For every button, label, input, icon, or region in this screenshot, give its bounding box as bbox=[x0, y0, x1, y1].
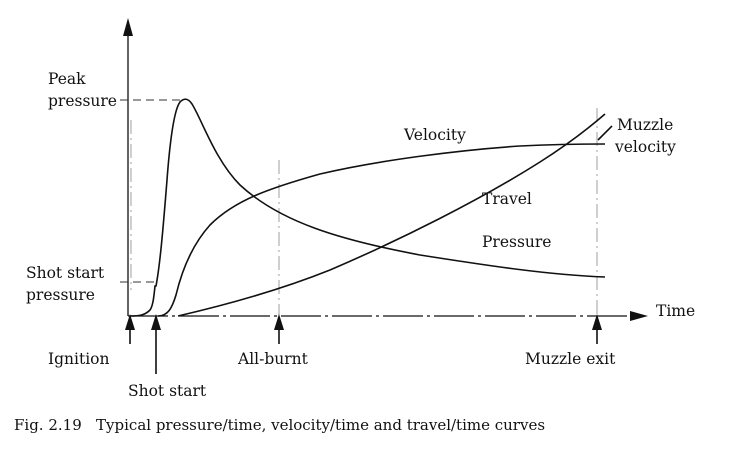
time-label: Time bbox=[656, 302, 695, 320]
figure-caption: Fig. 2.19 Typical pressure/time, velocit… bbox=[14, 416, 545, 434]
shot-start-label: Shot start bbox=[128, 382, 207, 400]
ignition-arrow bbox=[125, 314, 135, 344]
travel-curve bbox=[177, 113, 606, 317]
travel-label: Travel bbox=[482, 190, 532, 208]
muzzle-exit-arrow bbox=[592, 314, 602, 344]
all-burnt-arrow bbox=[274, 314, 284, 344]
velocity-curve bbox=[157, 143, 606, 317]
peak-pressure-label-1: Peak bbox=[48, 70, 86, 88]
all-burnt-label: All-burnt bbox=[237, 350, 309, 368]
x-axis-arrowhead bbox=[630, 311, 648, 321]
ignition-label: Ignition bbox=[48, 350, 110, 368]
shot-start-arrow bbox=[151, 314, 161, 374]
shot-start-pressure-label-1: Shot start bbox=[26, 264, 105, 282]
pressure-label: Pressure bbox=[482, 233, 552, 251]
muzzle-velocity-label-1: Muzzle bbox=[617, 116, 673, 134]
muzzle-exit-label: Muzzle exit bbox=[525, 350, 616, 368]
muzzle-velocity-label-2: velocity bbox=[614, 138, 676, 156]
velocity-label: Velocity bbox=[403, 126, 466, 144]
pressure-curve bbox=[129, 98, 606, 317]
muzzle-velocity-leader bbox=[597, 125, 613, 141]
peak-pressure-label-2: pressure bbox=[48, 92, 117, 110]
y-axis-arrowhead bbox=[123, 18, 133, 36]
shot-start-pressure-label-2: pressure bbox=[26, 286, 95, 304]
